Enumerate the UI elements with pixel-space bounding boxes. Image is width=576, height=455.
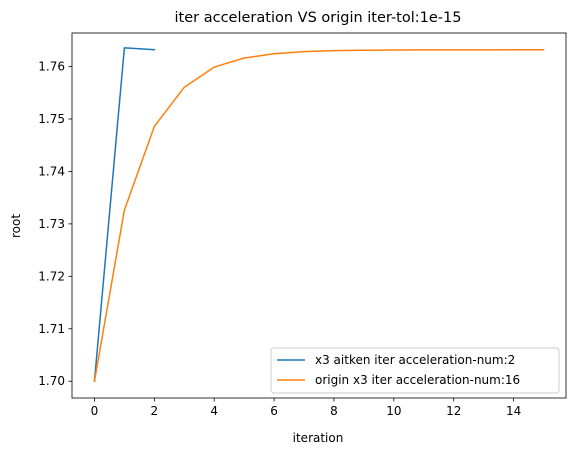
y-axis-ticks: 1.70 1.71 1.72 1.73 1.74 1.75 1.76	[38, 60, 72, 388]
x-tick-label: 6	[270, 404, 278, 418]
x-tick-label: 8	[330, 404, 338, 418]
x-tick-label: 2	[151, 404, 159, 418]
x-tick-label: 4	[210, 404, 218, 418]
y-tick-label: 1.72	[38, 269, 65, 283]
y-tick-label: 1.70	[38, 374, 65, 388]
series-line-0	[93, 47, 156, 383]
y-tick-label: 1.75	[38, 112, 65, 126]
x-axis-ticks: 0 2 4 6 8 10 12 14	[91, 398, 521, 418]
legend: x3 aitken iter acceleration-num:2 origin …	[270, 347, 560, 394]
plot-lines	[93, 47, 545, 383]
x-tick-label: 0	[91, 404, 99, 418]
x-tick-label: 12	[446, 404, 461, 418]
y-tick-label: 1.76	[38, 60, 65, 74]
legend-label-1: origin x3 iter acceleration-num:16	[315, 373, 520, 387]
series-line-1	[93, 49, 545, 383]
y-axis-label: root	[9, 214, 23, 238]
legend-box	[270, 347, 560, 394]
x-axis-label: iteration	[293, 431, 344, 445]
x-tick-label: 14	[506, 404, 521, 418]
y-tick-label: 1.71	[38, 322, 65, 336]
legend-label-0: x3 aitken iter acceleration-num:2	[315, 353, 515, 367]
y-tick-label: 1.73	[38, 217, 65, 231]
plot-frame	[71, 32, 567, 399]
x-tick-label: 10	[386, 404, 401, 418]
chart-title: iter acceleration VS origin iter-tol:1e-…	[175, 10, 462, 26]
y-tick-label: 1.74	[38, 164, 65, 178]
